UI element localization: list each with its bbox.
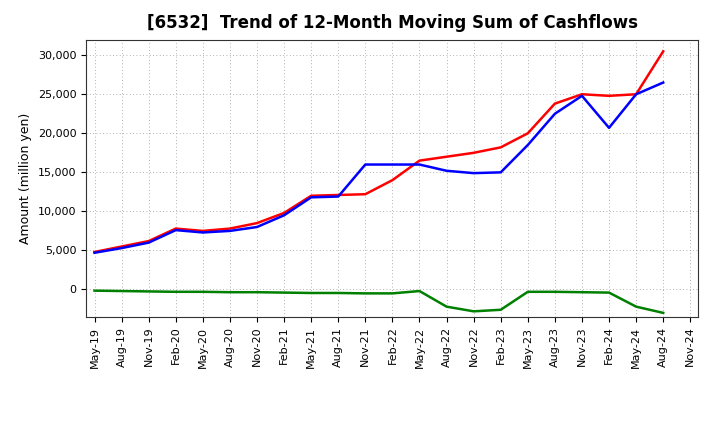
- Operating Cashflow: [225, 226, 234, 231]
- Free Cashflow: [171, 227, 180, 233]
- Free Cashflow: [469, 170, 478, 176]
- Free Cashflow: [523, 143, 532, 148]
- Operating Cashflow: [469, 150, 478, 155]
- Free Cashflow: [225, 228, 234, 234]
- Operating Cashflow: [253, 220, 261, 226]
- Line: Operating Cashflow: Operating Cashflow: [94, 51, 663, 252]
- Investing Cashflow: [199, 289, 207, 294]
- Free Cashflow: [577, 93, 586, 99]
- Operating Cashflow: [415, 158, 424, 163]
- Free Cashflow: [388, 162, 397, 167]
- Operating Cashflow: [605, 93, 613, 99]
- Operating Cashflow: [307, 193, 315, 198]
- Free Cashflow: [117, 246, 126, 251]
- Free Cashflow: [199, 230, 207, 235]
- Line: Investing Cashflow: Investing Cashflow: [94, 291, 663, 313]
- Operating Cashflow: [117, 244, 126, 249]
- Investing Cashflow: [415, 288, 424, 293]
- Free Cashflow: [280, 213, 289, 218]
- Investing Cashflow: [442, 304, 451, 309]
- Investing Cashflow: [117, 288, 126, 293]
- Operating Cashflow: [442, 154, 451, 159]
- Operating Cashflow: [659, 49, 667, 54]
- Investing Cashflow: [145, 289, 153, 294]
- Free Cashflow: [442, 168, 451, 173]
- Investing Cashflow: [659, 310, 667, 315]
- Free Cashflow: [253, 224, 261, 230]
- Operating Cashflow: [496, 145, 505, 150]
- Operating Cashflow: [523, 131, 532, 136]
- Operating Cashflow: [334, 192, 343, 198]
- Investing Cashflow: [551, 289, 559, 294]
- Free Cashflow: [551, 111, 559, 117]
- Free Cashflow: [415, 162, 424, 167]
- Free Cashflow: [334, 194, 343, 199]
- Operating Cashflow: [199, 228, 207, 234]
- Y-axis label: Amount (million yen): Amount (million yen): [19, 113, 32, 244]
- Investing Cashflow: [361, 291, 369, 296]
- Investing Cashflow: [523, 289, 532, 294]
- Investing Cashflow: [469, 309, 478, 314]
- Investing Cashflow: [334, 290, 343, 296]
- Investing Cashflow: [225, 290, 234, 295]
- Operating Cashflow: [90, 249, 99, 255]
- Free Cashflow: [496, 170, 505, 175]
- Operating Cashflow: [631, 92, 640, 97]
- Operating Cashflow: [361, 191, 369, 197]
- Investing Cashflow: [253, 290, 261, 295]
- Operating Cashflow: [171, 226, 180, 231]
- Investing Cashflow: [171, 289, 180, 294]
- Investing Cashflow: [388, 291, 397, 296]
- Investing Cashflow: [280, 290, 289, 295]
- Operating Cashflow: [551, 101, 559, 106]
- Free Cashflow: [605, 125, 613, 131]
- Free Cashflow: [631, 92, 640, 97]
- Operating Cashflow: [388, 177, 397, 183]
- Title: [6532]  Trend of 12-Month Moving Sum of Cashflows: [6532] Trend of 12-Month Moving Sum of C…: [147, 15, 638, 33]
- Investing Cashflow: [631, 304, 640, 309]
- Operating Cashflow: [577, 92, 586, 97]
- Free Cashflow: [307, 194, 315, 200]
- Free Cashflow: [659, 80, 667, 85]
- Investing Cashflow: [90, 288, 99, 293]
- Investing Cashflow: [307, 290, 315, 296]
- Investing Cashflow: [605, 290, 613, 295]
- Operating Cashflow: [145, 238, 153, 244]
- Investing Cashflow: [496, 307, 505, 312]
- Free Cashflow: [361, 162, 369, 167]
- Free Cashflow: [90, 250, 99, 255]
- Operating Cashflow: [280, 210, 289, 216]
- Line: Free Cashflow: Free Cashflow: [94, 83, 663, 253]
- Investing Cashflow: [577, 290, 586, 295]
- Free Cashflow: [145, 240, 153, 245]
